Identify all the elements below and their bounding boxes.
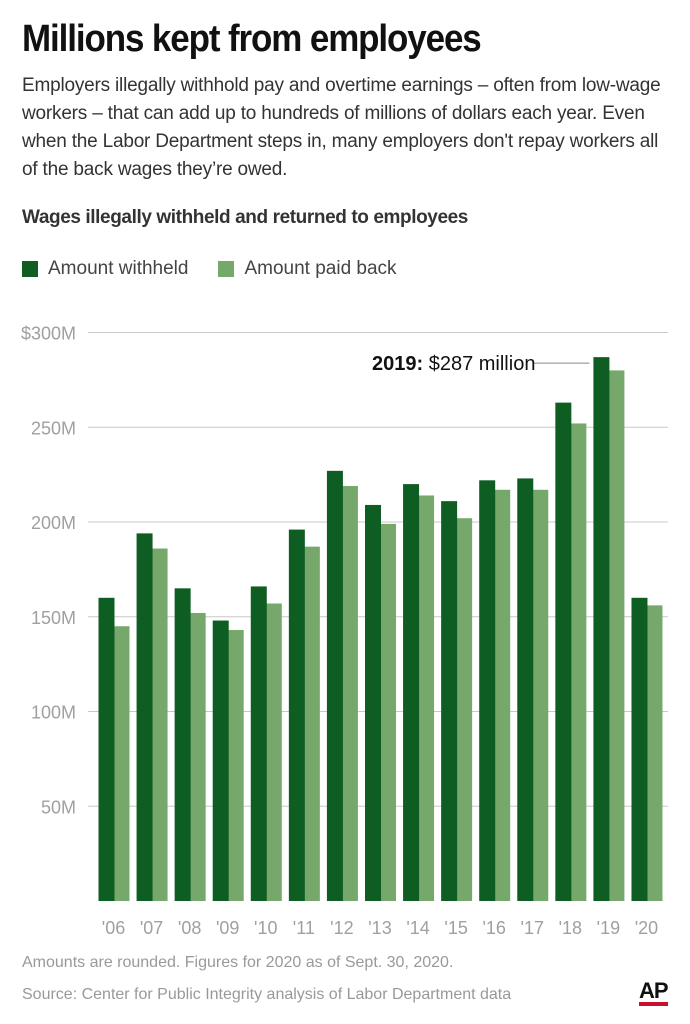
bar-withheld [174, 588, 191, 901]
legend-swatch-withheld [22, 261, 38, 277]
legend-entry-paid-back: Amount paid back [218, 258, 397, 280]
x-tick-label: '18 [559, 918, 582, 938]
bar-paid-back [227, 630, 244, 901]
x-tick-label: '08 [178, 918, 201, 938]
legend: Amount withheld Amount paid back [22, 258, 397, 280]
x-tick-label: '06 [102, 918, 125, 938]
bar-chart: 50M 100M 150M 200M 250M $300M '06 '07 '08 '09 '10 '… [21, 324, 668, 938]
bar-paid-back [265, 603, 282, 901]
bar-paid-back [646, 605, 663, 901]
bar-paid-back [189, 612, 206, 901]
bar-paid-back [113, 626, 130, 901]
chart-subtitle: Employers illegally withhold pay and ove… [22, 75, 661, 180]
x-tick-label: '10 [254, 918, 277, 938]
legend-label-withheld: Amount withheld [48, 258, 189, 279]
bar-withheld [517, 478, 534, 901]
x-tick-label: '11 [293, 918, 315, 938]
x-tick-label: '15 [444, 918, 467, 938]
bar-paid-back [341, 485, 358, 901]
x-tick-label: '20 [635, 918, 658, 938]
bar-paid-back [608, 370, 625, 901]
x-tick-label: '17 [521, 918, 544, 938]
y-tick-label: 250M [31, 418, 76, 438]
y-tick-label: 50M [41, 797, 76, 817]
bar-withheld [136, 533, 153, 901]
bar-withheld [326, 470, 343, 901]
bar-paid-back [570, 423, 587, 901]
bar-withheld [593, 357, 610, 901]
source-note: Source: Center for Public Integrity anal… [22, 986, 512, 1003]
x-tick-label: '16 [482, 918, 505, 938]
bar-paid-back [532, 489, 549, 901]
bar-paid-back [151, 548, 168, 901]
annotation-value: $287 million [423, 353, 535, 375]
y-tick-label: $300M [21, 324, 76, 344]
bar-withheld [288, 529, 305, 901]
bar-withheld [403, 484, 420, 901]
x-tick-label: '09 [216, 918, 239, 938]
bar-withheld [250, 586, 267, 901]
x-tick-label: '19 [597, 918, 620, 938]
annotation-label: 2019: $287 million [372, 353, 535, 375]
bar-withheld [212, 620, 229, 901]
bar-withheld [631, 597, 648, 901]
annotation-year: 2019: [372, 353, 423, 375]
y-tick-label: 200M [31, 513, 76, 533]
x-tick-label: '07 [140, 918, 163, 938]
x-tick-label: '13 [368, 918, 391, 938]
ap-logo: AP [639, 980, 669, 1006]
bar-withheld [555, 402, 572, 901]
bar-paid-back [418, 495, 435, 901]
bar-paid-back [456, 518, 473, 901]
legend-entry-withheld: Amount withheld [22, 258, 188, 280]
bar-paid-back [303, 546, 320, 901]
bar-withheld [364, 504, 381, 901]
bar-withheld [441, 501, 458, 901]
legend-label-paid-back: Amount paid back [244, 258, 397, 279]
bar-paid-back [494, 489, 511, 901]
footnote: Amounts are rounded. Figures for 2020 as… [22, 954, 454, 971]
chart-title: Millions kept from employees [22, 18, 482, 60]
bar-withheld [98, 597, 115, 901]
bar-paid-back [379, 523, 396, 901]
x-tick-label: '14 [406, 918, 429, 938]
legend-swatch-paid-back [218, 261, 235, 277]
y-tick-label: 150M [31, 608, 76, 628]
y-tick-label: 100M [31, 703, 76, 723]
bar-withheld [479, 480, 496, 901]
chart-heading: Wages illegally withheld and returned to… [22, 207, 468, 228]
x-tick-label: '12 [330, 918, 353, 938]
